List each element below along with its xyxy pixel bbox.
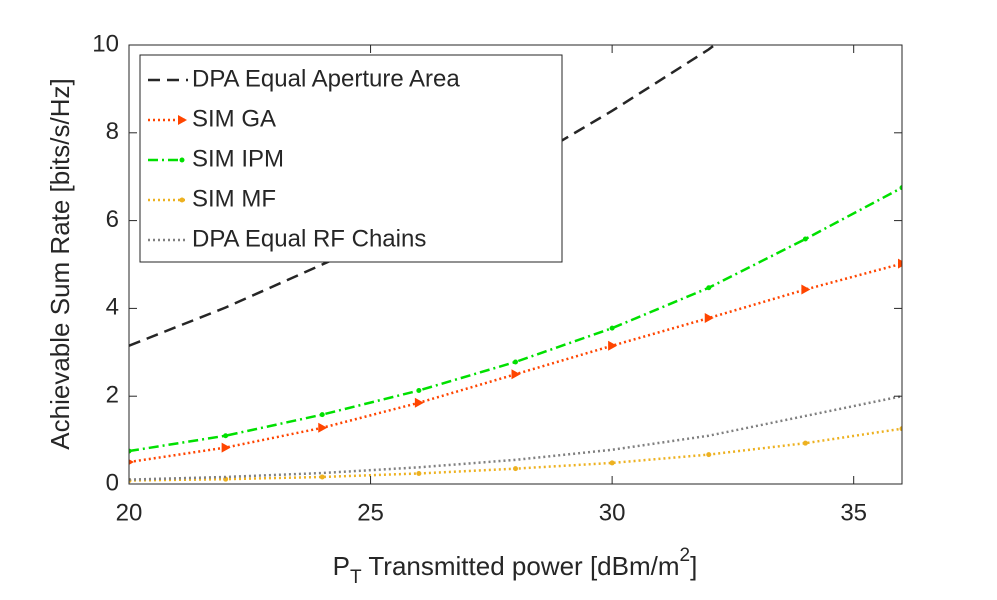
x-tick-label: 20 <box>116 499 143 526</box>
marker <box>223 433 229 439</box>
marker <box>706 285 712 291</box>
marker <box>899 426 902 432</box>
legend-box <box>139 54 563 263</box>
marker <box>178 115 187 125</box>
marker <box>802 236 808 242</box>
y-tick-label: 6 <box>106 206 119 233</box>
marker <box>318 422 328 433</box>
legend: DPA Equal Aperture Area SIM GA SIM IPM SIM … <box>139 54 563 263</box>
marker <box>609 325 615 331</box>
marker <box>513 359 518 365</box>
marker <box>416 387 422 393</box>
y-tick-label: 2 <box>106 382 119 409</box>
marker <box>221 442 231 453</box>
x-tick-label: 25 <box>357 499 384 526</box>
legend-label: DPA Equal Aperture Area <box>192 65 460 92</box>
x-tick-label: 30 <box>599 499 626 526</box>
legend-label: SIM MF <box>192 185 276 212</box>
marker <box>513 466 518 472</box>
y-axis-label: Achievable Sum Rate [bits/s/Hz] <box>45 78 75 449</box>
marker <box>319 412 325 418</box>
y-tick-label: 0 <box>106 469 119 496</box>
marker <box>609 460 615 466</box>
marker <box>416 470 422 476</box>
marker <box>179 157 185 163</box>
axes-box <box>128 44 903 485</box>
marker <box>802 440 808 446</box>
marker <box>706 452 712 458</box>
legend-label: SIM IPM <box>192 145 284 172</box>
marker <box>801 284 811 295</box>
marker <box>899 185 902 191</box>
legend-label: SIM GA <box>192 105 276 132</box>
marker <box>129 459 134 465</box>
x-tick-label: 35 <box>840 499 867 526</box>
legend-label: DPA Equal RF Chains <box>192 225 426 252</box>
y-tick-label: 4 <box>106 294 119 321</box>
x-axis-label: PT Transmitted power [dBm/m2] <box>333 545 698 588</box>
marker <box>319 474 325 480</box>
marker <box>179 197 185 203</box>
y-tick-label: 10 <box>92 30 119 57</box>
marker <box>129 448 132 454</box>
marker <box>511 369 521 380</box>
marker <box>608 340 618 351</box>
y-tick-label: 8 <box>106 118 119 145</box>
marker <box>898 258 902 269</box>
marker <box>414 397 424 408</box>
marker <box>704 313 714 324</box>
